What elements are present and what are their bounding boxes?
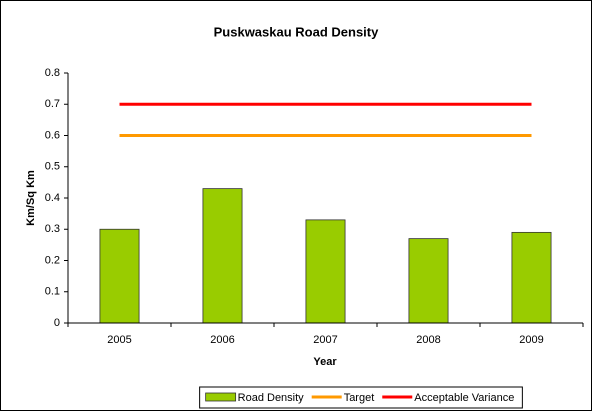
x-tick-label: 2008 — [416, 334, 440, 346]
y-tick-label: 0.1 — [45, 286, 60, 298]
chart-title: Puskwaskau Road Density — [214, 24, 379, 39]
y-tick-label: 0 — [54, 317, 60, 329]
bar — [202, 188, 243, 324]
bar — [408, 238, 449, 324]
y-tick-label: 0.6 — [45, 129, 60, 141]
y-tick-label: 0.5 — [45, 161, 60, 173]
legend-label: Acceptable Variance — [414, 392, 514, 404]
bar — [305, 219, 346, 324]
y-tick-label: 0.7 — [45, 98, 60, 110]
x-tick-label: 2005 — [107, 334, 131, 346]
y-tick-label: 0.8 — [45, 67, 60, 79]
legend-label: Road Density — [238, 392, 305, 404]
legend-label: Target — [344, 392, 375, 404]
x-tick-label: 2009 — [519, 334, 543, 346]
x-tick-label: 2007 — [313, 334, 337, 346]
x-tick-label: 2006 — [210, 334, 234, 346]
y-tick-label: 0.2 — [45, 254, 60, 266]
x-axis-label: Year — [313, 356, 337, 368]
bar — [99, 228, 140, 324]
y-axis-label: Km/Sq Km — [25, 170, 37, 226]
legend-swatch — [205, 392, 237, 402]
y-tick-label: 0.3 — [45, 223, 60, 235]
y-tick-label: 0.4 — [45, 192, 60, 204]
bar — [511, 231, 552, 324]
legend — [199, 386, 523, 409]
